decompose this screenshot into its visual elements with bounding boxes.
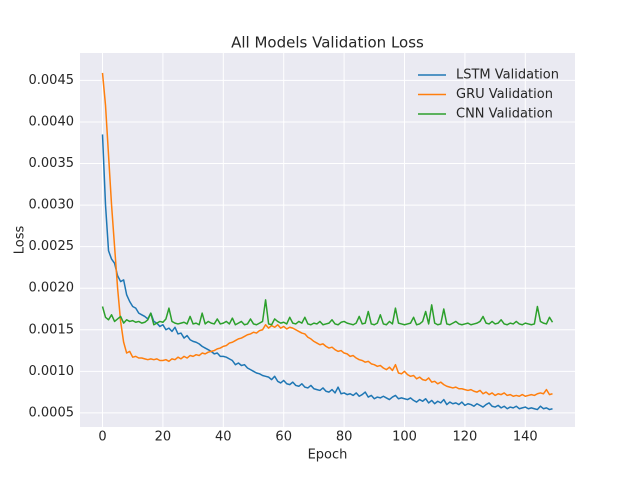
y-tick-label: 0.0045: [29, 73, 75, 88]
y-tick-label: 0.0040: [29, 114, 75, 129]
y-tick-label: 0.0030: [29, 198, 75, 213]
x-axis-label: Epoch: [308, 448, 348, 463]
data-line: [101, 299, 554, 326]
y-axis-label: Loss: [13, 226, 28, 255]
y-tick-label: 0.0025: [29, 239, 75, 254]
y-tick-label: 0.0005: [29, 405, 75, 420]
y-tick-label: 0.0010: [29, 364, 75, 379]
x-tick-label: 100: [392, 430, 417, 445]
data-line: [101, 72, 553, 397]
x-tick-label: 20: [155, 430, 172, 445]
chart-title: All Models Validation Loss: [231, 34, 424, 52]
x-tick-label: 60: [275, 430, 292, 445]
data-line: [101, 134, 553, 411]
x-tick-label: 40: [215, 430, 232, 445]
x-tick-label: 80: [336, 430, 353, 445]
y-tick-label: 0.0020: [29, 281, 75, 296]
x-tick-label: 140: [513, 430, 538, 445]
x-tick-label: 0: [98, 430, 106, 445]
y-tick-label: 0.0035: [29, 156, 75, 171]
legend-label: CNN Validation: [456, 107, 553, 122]
legend-label: GRU Validation: [456, 87, 553, 102]
y-tick-label: 0.0015: [29, 322, 75, 337]
legend-label: LSTM Validation: [456, 68, 559, 83]
x-tick-label: 120: [453, 430, 478, 445]
